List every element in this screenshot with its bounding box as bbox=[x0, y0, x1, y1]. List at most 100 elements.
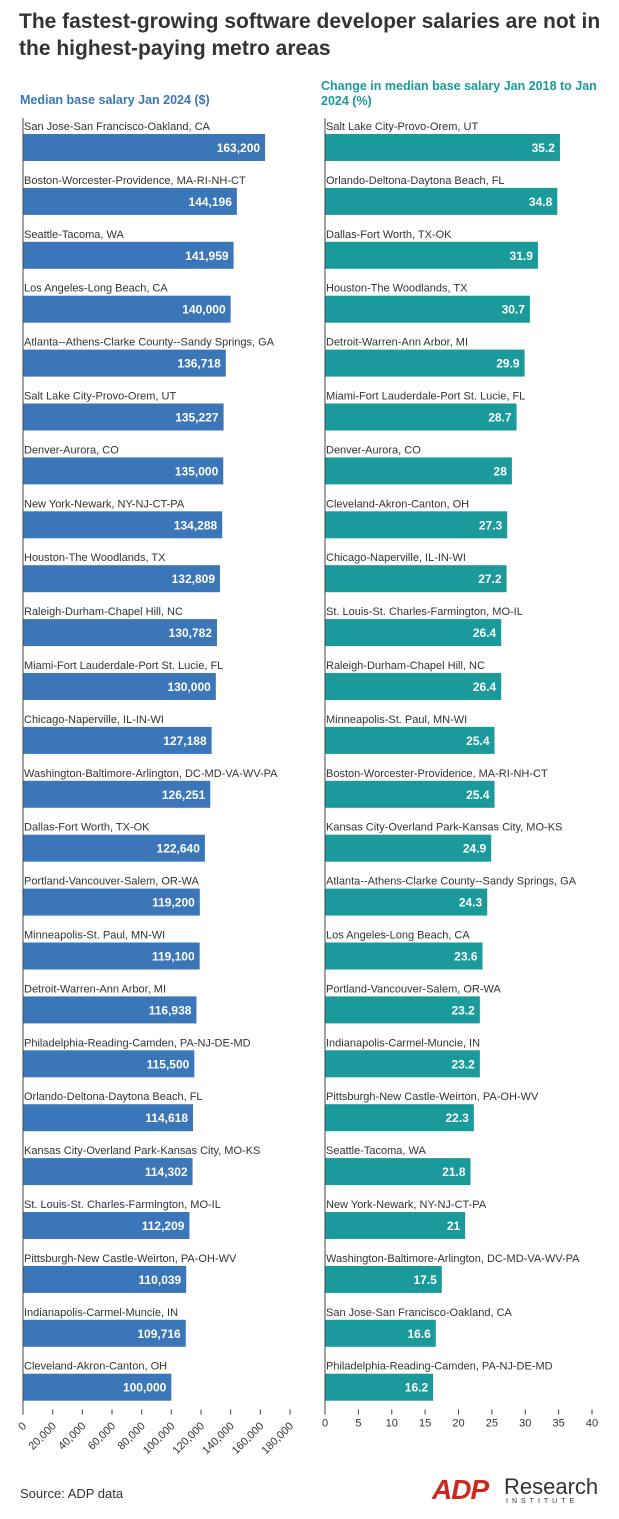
right-category-label: Washington-Baltimore-Arlington, DC-MD-VA… bbox=[326, 1253, 580, 1265]
left-value-label: 163,200 bbox=[217, 141, 261, 155]
right-value-label: 25.4 bbox=[466, 788, 490, 802]
right-bar bbox=[325, 673, 502, 700]
right-bar bbox=[325, 834, 492, 862]
left-category-label: Miami-Fort Lauderdale-Port St. Lucie, FL bbox=[24, 660, 223, 672]
right-category-label: Portland-Vancouver-Salem, OR-WA bbox=[326, 983, 501, 995]
right-category-label: Houston-The Woodlands, TX bbox=[326, 283, 468, 295]
right-value-label: 28 bbox=[494, 464, 508, 478]
right-bar bbox=[325, 241, 538, 269]
left-category-label: Boston-Worcester-Providence, MA-RI-NH-CT bbox=[24, 175, 246, 187]
right-category-label: Philadelphia-Reading-Camden, PA-NJ-DE-MD bbox=[326, 1361, 553, 1373]
left-category-label: St. Louis-St. Charles-Farmington, MO-IL bbox=[24, 1199, 221, 1211]
left-bar bbox=[23, 241, 234, 269]
right-bar bbox=[325, 619, 502, 647]
left-value-label: 112,209 bbox=[142, 1219, 185, 1233]
right-category-label: Dallas-Fort Worth, TX-OK bbox=[326, 229, 452, 241]
right-category-label: St. Louis-St. Charles-Farmington, MO-IL bbox=[326, 606, 523, 618]
left-value-label: 135,227 bbox=[175, 411, 219, 425]
left-bar bbox=[23, 457, 224, 485]
left-category-label: Dallas-Fort Worth, TX-OK bbox=[24, 822, 150, 834]
left-bar bbox=[23, 619, 217, 647]
left-category-label: Denver-Aurora, CO bbox=[24, 444, 119, 456]
logo-institute: INSTITUTE bbox=[506, 1498, 579, 1505]
right-value-label: 26.4 bbox=[473, 680, 497, 694]
left-category-label: Philadelphia-Reading-Camden, PA-NJ-DE-MD bbox=[24, 1037, 251, 1049]
left-bar bbox=[23, 942, 200, 970]
left-bar bbox=[23, 1212, 190, 1239]
left-value-label: 144,196 bbox=[189, 195, 233, 209]
left-category-label: Orlando-Deltona-Daytona Beach, FL bbox=[24, 1091, 203, 1103]
left-value-label: 119,100 bbox=[152, 950, 195, 964]
right-tick-label: 35 bbox=[553, 1418, 565, 1430]
right-bar bbox=[325, 511, 508, 539]
left-category-label: Cleveland-Akron-Canton, OH bbox=[24, 1361, 167, 1373]
right-category-label: Pittsburgh-New Castle-Weirton, PA-OH-WV bbox=[326, 1091, 539, 1103]
left-value-label: 122,640 bbox=[157, 842, 201, 856]
left-category-label: Pittsburgh-New Castle-Weirton, PA-OH-WV bbox=[24, 1253, 237, 1265]
right-bar bbox=[325, 942, 483, 970]
right-value-label: 27.2 bbox=[478, 572, 502, 586]
right-bar bbox=[325, 187, 558, 215]
chart-title: The fastest-growing software developer s… bbox=[19, 10, 601, 60]
right-bar bbox=[325, 134, 560, 161]
right-category-label: Boston-Worcester-Providence, MA-RI-NH-CT bbox=[326, 768, 548, 780]
right-category-label: Seattle-Tacoma, WA bbox=[326, 1145, 427, 1157]
left-bar bbox=[23, 511, 223, 539]
right-value-label: 24.9 bbox=[463, 842, 487, 856]
right-category-label: Orlando-Deltona-Daytona Beach, FL bbox=[326, 175, 505, 187]
left-bar bbox=[23, 403, 224, 431]
left-tick-label: 20,000 bbox=[27, 1420, 59, 1452]
left-bar bbox=[23, 1050, 195, 1078]
right-bar bbox=[325, 1319, 436, 1347]
right-tick-label: 40 bbox=[586, 1418, 598, 1430]
left-category-label: Raleigh-Durham-Chapel Hill, NC bbox=[24, 606, 183, 618]
right-category-label: Chicago-Naperville, IL-IN-WI bbox=[326, 552, 466, 564]
left-category-label: San Jose-San Francisco-Oakland, CA bbox=[24, 121, 211, 133]
right-category-label: Denver-Aurora, CO bbox=[326, 444, 421, 456]
right-category-label: Minneapolis-St. Paul, MN-WI bbox=[326, 714, 467, 726]
right-tick-label: 0 bbox=[322, 1418, 328, 1430]
left-value-label: 115,500 bbox=[147, 1057, 190, 1071]
right-tick-label: 20 bbox=[452, 1418, 464, 1430]
right-value-label: 25.4 bbox=[466, 734, 490, 748]
left-value-label: 126,251 bbox=[162, 788, 206, 802]
right-value-label: 27.3 bbox=[479, 518, 503, 532]
logo-brand: ADP bbox=[432, 1474, 489, 1505]
logo-research: Research bbox=[504, 1474, 599, 1499]
left-tick-label: 60,000 bbox=[86, 1420, 118, 1452]
source-note: Source: ADP data bbox=[20, 1486, 124, 1501]
right-category-label: Raleigh-Durham-Chapel Hill, NC bbox=[326, 660, 485, 672]
right-bar bbox=[325, 1104, 474, 1132]
right-value-label: 23.2 bbox=[452, 1003, 476, 1017]
left-tick-label: 140,000 bbox=[200, 1420, 237, 1457]
right-bar bbox=[325, 457, 512, 485]
left-category-label: Salt Lake City-Provo-Orem, UT bbox=[24, 391, 176, 403]
left-value-label: 134,288 bbox=[174, 518, 218, 532]
right-bar bbox=[325, 1050, 480, 1078]
left-value-label: 114,618 bbox=[145, 1111, 188, 1125]
right-value-label: 28.7 bbox=[488, 411, 512, 425]
right-value-label: 22.3 bbox=[445, 1111, 469, 1125]
right-category-label: San Jose-San Francisco-Oakland, CA bbox=[326, 1307, 513, 1319]
left-bar bbox=[23, 1158, 193, 1186]
right-value-label: 34.8 bbox=[529, 195, 553, 209]
right-bar bbox=[325, 726, 495, 754]
left-value-label: 130,000 bbox=[167, 680, 211, 694]
right-value-label: 21 bbox=[447, 1219, 461, 1233]
right-category-label: Kansas City-Overland Park-Kansas City, M… bbox=[326, 822, 562, 834]
left-panel-subtitle: Median base salary Jan 2024 ($) bbox=[20, 93, 210, 107]
right-category-label: Los Angeles-Long Beach, CA bbox=[326, 930, 470, 942]
left-value-label: 141,959 bbox=[185, 249, 229, 263]
left-tick-label: 40,000 bbox=[56, 1420, 88, 1452]
right-value-label: 24.3 bbox=[459, 896, 483, 910]
left-bar bbox=[23, 996, 197, 1024]
left-bar bbox=[23, 673, 216, 700]
right-bar bbox=[325, 1212, 466, 1239]
left-tick-label: 0 bbox=[16, 1420, 29, 1433]
right-panel-subtitle: Change in median base salary Jan 2018 to… bbox=[321, 79, 597, 108]
right-value-label: 16.6 bbox=[407, 1327, 431, 1341]
left-bar bbox=[23, 349, 226, 377]
left-tick-label: 160,000 bbox=[230, 1420, 267, 1457]
left-category-label: Seattle-Tacoma, WA bbox=[24, 229, 125, 241]
